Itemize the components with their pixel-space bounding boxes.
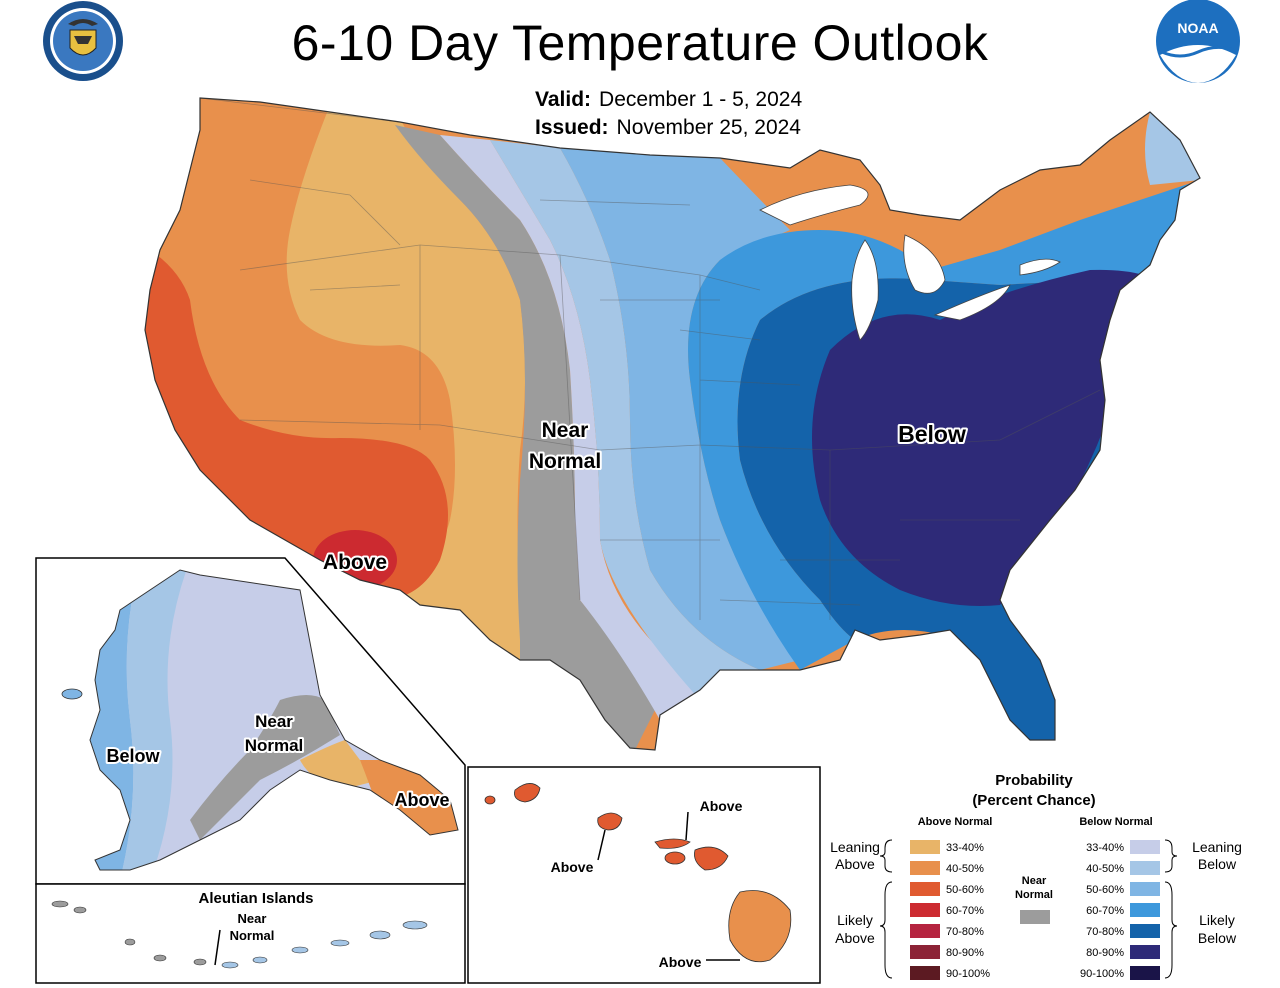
legend-near-swatch <box>1020 910 1050 924</box>
likely-below-1: Likely <box>1199 912 1235 928</box>
label-leaders <box>214 811 740 966</box>
conus-near-label: Near <box>542 419 589 442</box>
conus-outline <box>144 97 1201 751</box>
alaska-near-label: Near <box>255 712 293 731</box>
valid-line: Valid: December 1 - 5, 2024 <box>535 88 802 112</box>
legend-above-swatch-2 <box>910 882 940 896</box>
hawaii-above-label-3: Above <box>659 954 702 970</box>
conus-normal-label: Normal <box>529 450 601 473</box>
legend-below-range-2: 50-60% <box>1086 884 1124 896</box>
legend-below-swatch-5 <box>1130 945 1160 959</box>
legend-above-range-3: 60-70% <box>946 905 984 917</box>
alaska-island <box>61 688 83 700</box>
legend-title-1: Probability <box>995 772 1073 789</box>
legend-below-swatch-2 <box>1130 882 1160 896</box>
legend-title-2: (Percent Chance) <box>972 792 1095 809</box>
legend-above-range-1: 40-50% <box>946 863 984 875</box>
legend-above-swatch-1 <box>910 861 940 875</box>
legend-below-swatch-4 <box>1130 924 1160 938</box>
likely-below-2: Below <box>1198 930 1237 946</box>
hawaii-islands <box>484 783 792 963</box>
leaning-above-1: Leaning <box>830 839 880 855</box>
conus-above-label: Above <box>323 551 387 574</box>
noaa-logo: NOAA <box>1156 0 1240 83</box>
conus-map <box>145 98 1200 750</box>
legend-above-swatch-6 <box>910 966 940 980</box>
likely-above-1: Likely <box>837 912 873 928</box>
legend-below-swatch-1 <box>1130 861 1160 875</box>
issued-line: Issued: November 25, 2024 <box>535 116 801 140</box>
issued-label: Issued: <box>535 116 609 139</box>
leaning-below-1: Leaning <box>1192 839 1242 855</box>
hawaii-above-label-1: Above <box>700 798 743 814</box>
legend-below-range-6: 90-100% <box>1080 968 1124 980</box>
valid-value: December 1 - 5, 2024 <box>599 88 803 111</box>
alaska-normal-label: Normal <box>245 736 304 755</box>
legend-above-swatch-0 <box>910 840 940 854</box>
legend-above-swatch-3 <box>910 903 940 917</box>
legend-above-range-5: 80-90% <box>946 947 984 959</box>
legend-braces <box>879 839 1178 979</box>
legend-above-header: Above Normal <box>918 816 993 828</box>
aleutian-title: Aleutian Islands <box>198 890 313 907</box>
legend-below-header: Below Normal <box>1079 816 1152 828</box>
legend-below-range-3: 60-70% <box>1086 905 1124 917</box>
great-lakes <box>759 184 1061 341</box>
legend-below-swatch-3 <box>1130 903 1160 917</box>
legend: Probability (Percent Chance) Above Norma… <box>830 772 1242 980</box>
department-of-commerce-seal <box>43 1 123 81</box>
legend-above-range-4: 70-80% <box>946 926 984 938</box>
legend-above-range-2: 50-60% <box>946 884 984 896</box>
likely-above-2: Above <box>835 930 875 946</box>
legend-above-swatch-5 <box>910 945 940 959</box>
noaa-logo-text: NOAA <box>1177 20 1218 36</box>
legend-below-swatch-0 <box>1130 840 1160 854</box>
legend-below-rows: 33-40% 40-50% 50-60% 60-70% 70-80% 80-90% 90-1… <box>1080 840 1160 980</box>
page-title: 6-10 Day Temperature Outlook <box>291 15 989 71</box>
legend-below-range-0: 33-40% <box>1086 842 1124 854</box>
aleutian-normal-label: Normal <box>230 928 275 943</box>
conus-below-label: Below <box>898 421 966 447</box>
legend-below-swatch-6 <box>1130 966 1160 980</box>
legend-above-range-6: 90-100% <box>946 968 990 980</box>
legend-near-header-1: Near <box>1022 875 1047 887</box>
leaning-below-2: Below <box>1198 856 1237 872</box>
hawaii-above-label-2: Above <box>551 859 594 875</box>
legend-near-header-2: Normal <box>1015 889 1053 901</box>
valid-label: Valid: <box>535 88 592 111</box>
aleutian-islands <box>51 900 428 969</box>
leaning-above-2: Above <box>835 856 875 872</box>
issued-value: November 25, 2024 <box>616 116 801 139</box>
alaska-above-label: Above <box>394 790 449 810</box>
legend-below-range-5: 80-90% <box>1086 947 1124 959</box>
legend-above-range-0: 33-40% <box>946 842 984 854</box>
legend-above-swatch-4 <box>910 924 940 938</box>
aleutian-inset-frame <box>35 883 466 984</box>
legend-below-range-1: 40-50% <box>1086 863 1124 875</box>
legend-above-rows: 33-40% 40-50% 50-60% 60-70% 70-80% 80-90% 90-1… <box>910 840 990 980</box>
legend-below-range-4: 70-80% <box>1086 926 1124 938</box>
alaska-below-label: Below <box>106 746 160 766</box>
aleutian-near-label: Near <box>238 911 267 926</box>
alaska-outline <box>89 569 459 871</box>
